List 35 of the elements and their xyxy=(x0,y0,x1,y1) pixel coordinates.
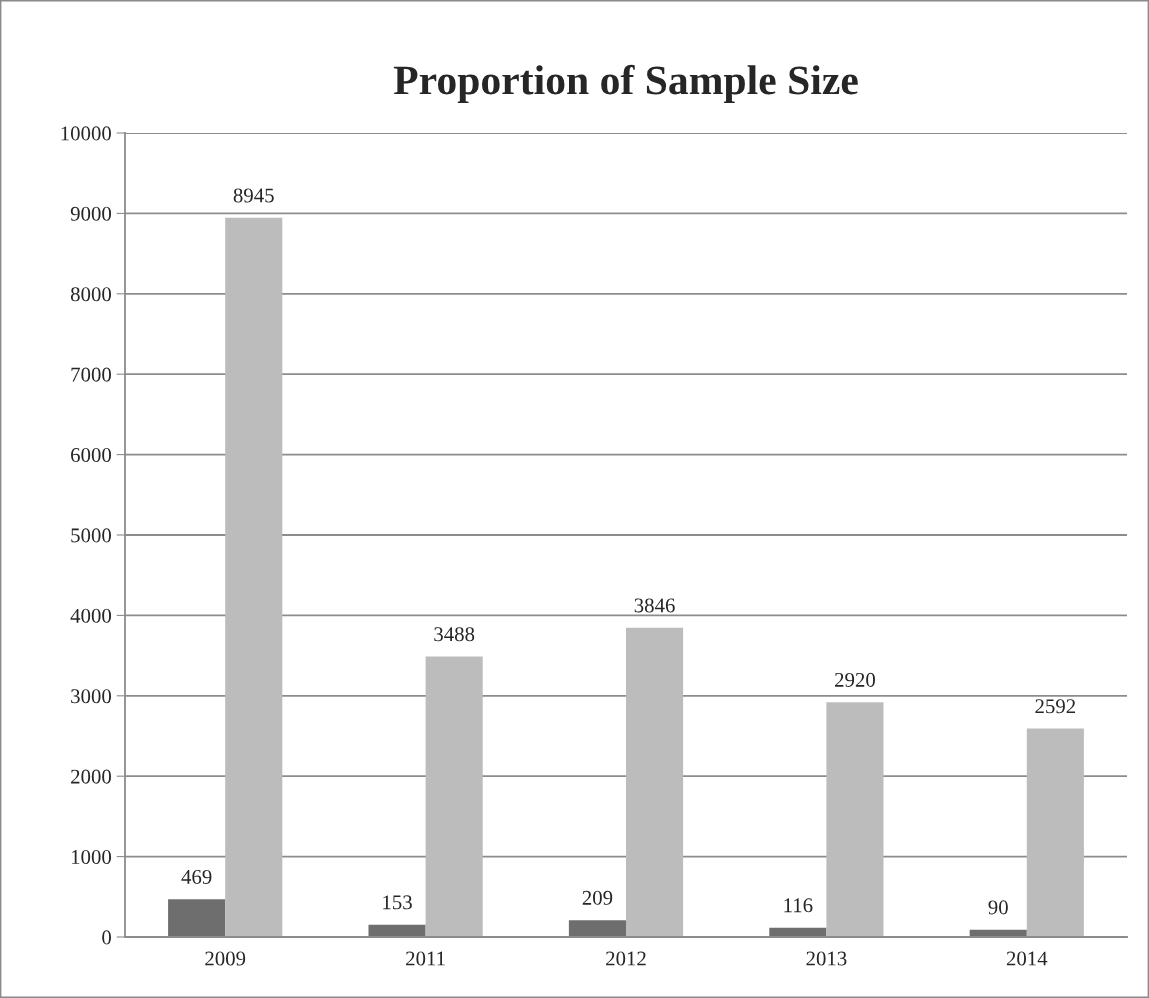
data-label: 209 xyxy=(582,890,613,905)
data-label: 116 xyxy=(784,898,813,913)
data-label: 469 xyxy=(181,869,212,884)
bar xyxy=(368,924,426,937)
y-tick-label: 4000 xyxy=(70,608,112,623)
y-tick-label: 10000 xyxy=(61,126,112,141)
y-tick-label: 6000 xyxy=(71,447,112,463)
bar xyxy=(225,217,283,937)
data-label: 3846 xyxy=(634,598,675,613)
x-tick-label: 2011 xyxy=(406,951,445,966)
bar xyxy=(1026,728,1084,937)
chart-title: Proportion of Sample Size xyxy=(393,64,858,103)
x-tick-label: 2014 xyxy=(1006,951,1048,966)
x-tick-label: 2012 xyxy=(606,951,646,966)
data-label: 2920 xyxy=(835,672,875,687)
bar xyxy=(568,920,626,937)
data-label: 90 xyxy=(988,900,1008,915)
x-tick-label: 2013 xyxy=(806,951,847,966)
data-label: 8945 xyxy=(233,188,274,203)
bar xyxy=(826,702,884,937)
data-label: 2592 xyxy=(1035,699,1076,714)
y-tick-label: 5000 xyxy=(71,528,112,543)
x-tick-label: 2009 xyxy=(205,951,246,966)
y-tick-label: 9000 xyxy=(70,206,112,221)
y-tick-label: 7000 xyxy=(71,367,112,382)
data-label: 153 xyxy=(383,895,412,910)
y-tick-label: 2000 xyxy=(71,769,112,784)
y-tick-label: 3000 xyxy=(71,689,112,704)
bar xyxy=(168,899,226,937)
data-label: 3488 xyxy=(434,627,475,642)
bar xyxy=(425,656,483,937)
y-tick-label: 0 xyxy=(102,930,112,945)
y-tick-label: 8000 xyxy=(70,287,112,302)
bar xyxy=(626,627,684,937)
y-tick-label: 1000 xyxy=(71,849,112,865)
